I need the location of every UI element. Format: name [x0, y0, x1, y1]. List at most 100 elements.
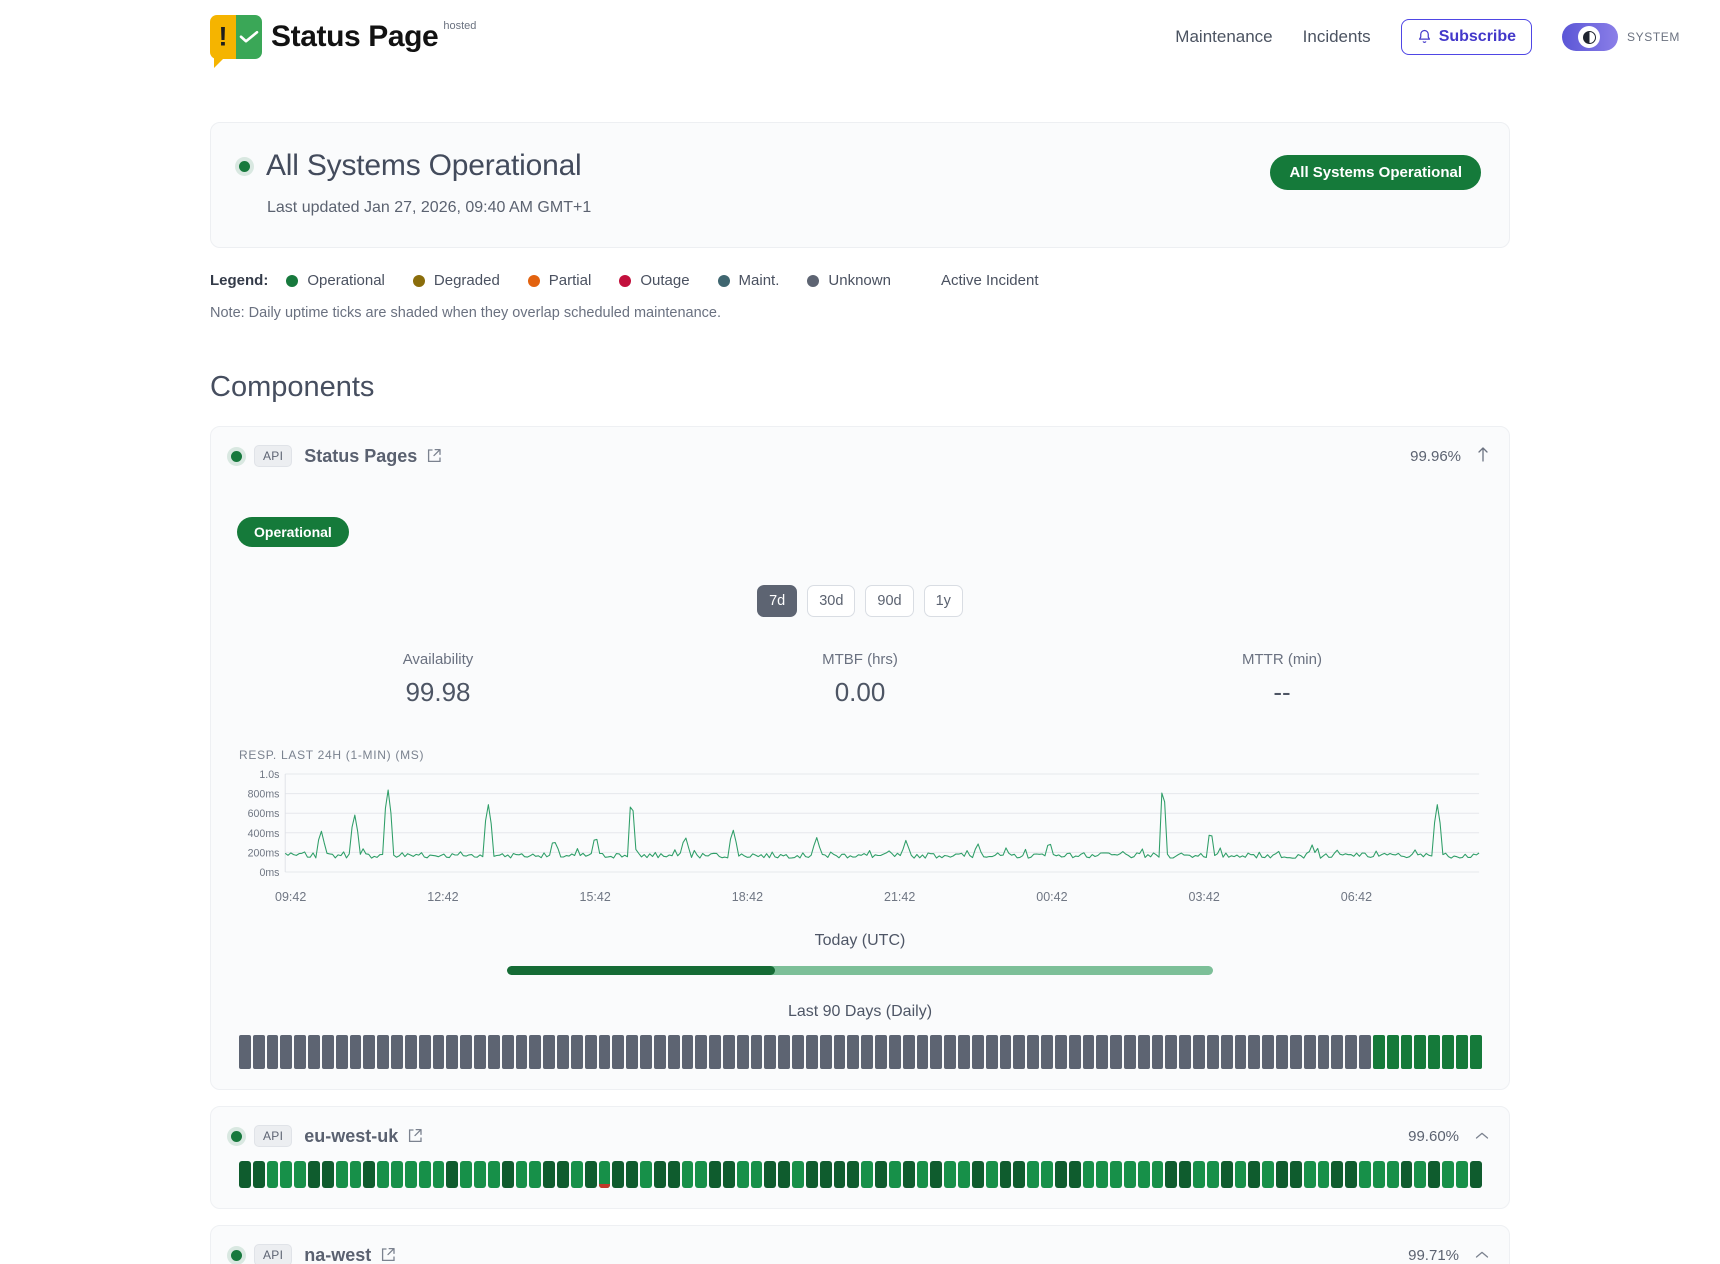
uptime-tick[interactable]: [570, 1161, 583, 1188]
uptime-tick[interactable]: [1414, 1161, 1427, 1188]
uptime-tick[interactable]: [321, 1161, 334, 1188]
uptime-tick[interactable]: [653, 1161, 666, 1188]
uptime-tick[interactable]: [612, 1161, 625, 1188]
theme-toggle-button[interactable]: [1562, 23, 1619, 51]
uptime-tick[interactable]: [252, 1161, 265, 1188]
uptime-tick[interactable]: [736, 1161, 749, 1188]
uptime-tick[interactable]: [557, 1035, 569, 1069]
uptime-tick[interactable]: [474, 1035, 486, 1069]
uptime-tick[interactable]: [861, 1161, 874, 1188]
uptime-tick[interactable]: [1220, 1035, 1233, 1069]
uptime-tick[interactable]: [474, 1161, 486, 1188]
uptime-tick[interactable]: [460, 1035, 473, 1069]
uptime-tick[interactable]: [1179, 1035, 1192, 1069]
uptime-tick[interactable]: [1151, 1035, 1164, 1069]
uptime-tick[interactable]: [1082, 1161, 1095, 1188]
uptime-tick[interactable]: [446, 1161, 459, 1188]
uptime-tick[interactable]: [349, 1161, 362, 1188]
uptime-tick[interactable]: [404, 1035, 417, 1069]
uptime-tick[interactable]: [1359, 1035, 1371, 1069]
uptime-tick[interactable]: [695, 1035, 708, 1069]
range-button-7d[interactable]: 7d: [757, 585, 798, 617]
uptime-tick[interactable]: [805, 1035, 818, 1069]
uptime-tick[interactable]: [958, 1035, 970, 1069]
uptime-tick[interactable]: [847, 1161, 860, 1188]
uptime-tick[interactable]: [1331, 1035, 1344, 1069]
uptime-tick[interactable]: [1372, 1161, 1385, 1188]
uptime-tick[interactable]: [985, 1035, 998, 1069]
subscribe-button[interactable]: Subscribe: [1400, 19, 1533, 55]
uptime-tick[interactable]: [902, 1161, 915, 1188]
uptime-tick[interactable]: [294, 1161, 307, 1188]
uptime-tick[interactable]: [1234, 1035, 1247, 1069]
uptime-tick[interactable]: [1276, 1035, 1288, 1069]
uptime-tick[interactable]: [944, 1035, 957, 1069]
external-link-icon[interactable]: [407, 1128, 423, 1144]
uptime-tick[interactable]: [778, 1161, 791, 1188]
uptime-tick[interactable]: [985, 1161, 998, 1188]
uptime-tick[interactable]: [1206, 1035, 1219, 1069]
uptime-tick[interactable]: [861, 1035, 874, 1069]
uptime-tick[interactable]: [418, 1161, 431, 1188]
uptime-tick[interactable]: [1193, 1161, 1205, 1188]
uptime-tick[interactable]: [1455, 1035, 1468, 1069]
uptime-tick[interactable]: [1137, 1035, 1150, 1069]
uptime-tick[interactable]: [1234, 1161, 1247, 1188]
uptime-tick[interactable]: [239, 1035, 251, 1069]
uptime-tick[interactable]: [349, 1035, 362, 1069]
uptime-tick[interactable]: [681, 1035, 694, 1069]
uptime-tick[interactable]: [819, 1035, 832, 1069]
uptime-tick[interactable]: [446, 1035, 459, 1069]
uptime-tick[interactable]: [1345, 1035, 1358, 1069]
uptime-tick[interactable]: [1068, 1161, 1081, 1188]
uptime-tick[interactable]: [1331, 1161, 1344, 1188]
uptime-tick[interactable]: [875, 1035, 887, 1069]
uptime-tick[interactable]: [1359, 1161, 1371, 1188]
uptime-tick[interactable]: [847, 1035, 860, 1069]
uptime-tick[interactable]: [819, 1161, 832, 1188]
uptime-tick[interactable]: [1082, 1035, 1095, 1069]
uptime-tick[interactable]: [888, 1161, 901, 1188]
uptime-tick[interactable]: [529, 1161, 542, 1188]
uptime-tick[interactable]: [487, 1035, 500, 1069]
uptime-tick[interactable]: [460, 1161, 473, 1188]
uptime-tick[interactable]: [930, 1161, 943, 1188]
uptime-tick[interactable]: [792, 1161, 804, 1188]
uptime-ticks-90d[interactable]: [239, 1035, 1482, 1069]
uptime-tick[interactable]: [1248, 1161, 1261, 1188]
theme-switcher[interactable]: SYSTEM: [1562, 23, 1680, 51]
chevron-up-icon[interactable]: [1475, 1128, 1489, 1145]
uptime-tick[interactable]: [640, 1035, 652, 1069]
uptime-tick[interactable]: [736, 1035, 749, 1069]
uptime-tick[interactable]: [792, 1035, 804, 1069]
uptime-tick[interactable]: [1193, 1035, 1205, 1069]
uptime-tick[interactable]: [722, 1035, 735, 1069]
uptime-tick[interactable]: [363, 1035, 376, 1069]
uptime-tick[interactable]: [239, 1161, 251, 1188]
uptime-tick[interactable]: [1303, 1161, 1316, 1188]
uptime-tick[interactable]: [778, 1035, 791, 1069]
uptime-tick[interactable]: [1317, 1161, 1330, 1188]
component-header[interactable]: API Status Pages 99.96%: [227, 445, 1493, 467]
uptime-tick[interactable]: [999, 1161, 1012, 1188]
uptime-tick[interactable]: [1400, 1035, 1413, 1069]
uptime-tick[interactable]: [612, 1035, 625, 1069]
external-link-icon[interactable]: [380, 1247, 396, 1263]
uptime-tick[interactable]: [888, 1035, 901, 1069]
range-button-1y[interactable]: 1y: [923, 585, 963, 617]
uptime-tick[interactable]: [1469, 1161, 1482, 1188]
uptime-tick[interactable]: [1428, 1035, 1441, 1069]
uptime-tick[interactable]: [1013, 1035, 1026, 1069]
uptime-tick[interactable]: [695, 1161, 708, 1188]
uptime-tick[interactable]: [902, 1035, 915, 1069]
brand-logo[interactable]: ! Status Page hosted: [210, 15, 476, 68]
uptime-tick[interactable]: [266, 1161, 279, 1188]
uptime-tick[interactable]: [1165, 1035, 1178, 1069]
uptime-tick[interactable]: [1096, 1035, 1109, 1069]
uptime-tick[interactable]: [404, 1161, 417, 1188]
uptime-tick[interactable]: [1027, 1161, 1040, 1188]
uptime-tick[interactable]: [252, 1035, 265, 1069]
uptime-tick[interactable]: [916, 1161, 929, 1188]
uptime-tick[interactable]: [667, 1161, 680, 1188]
uptime-tick[interactable]: [1179, 1161, 1192, 1188]
